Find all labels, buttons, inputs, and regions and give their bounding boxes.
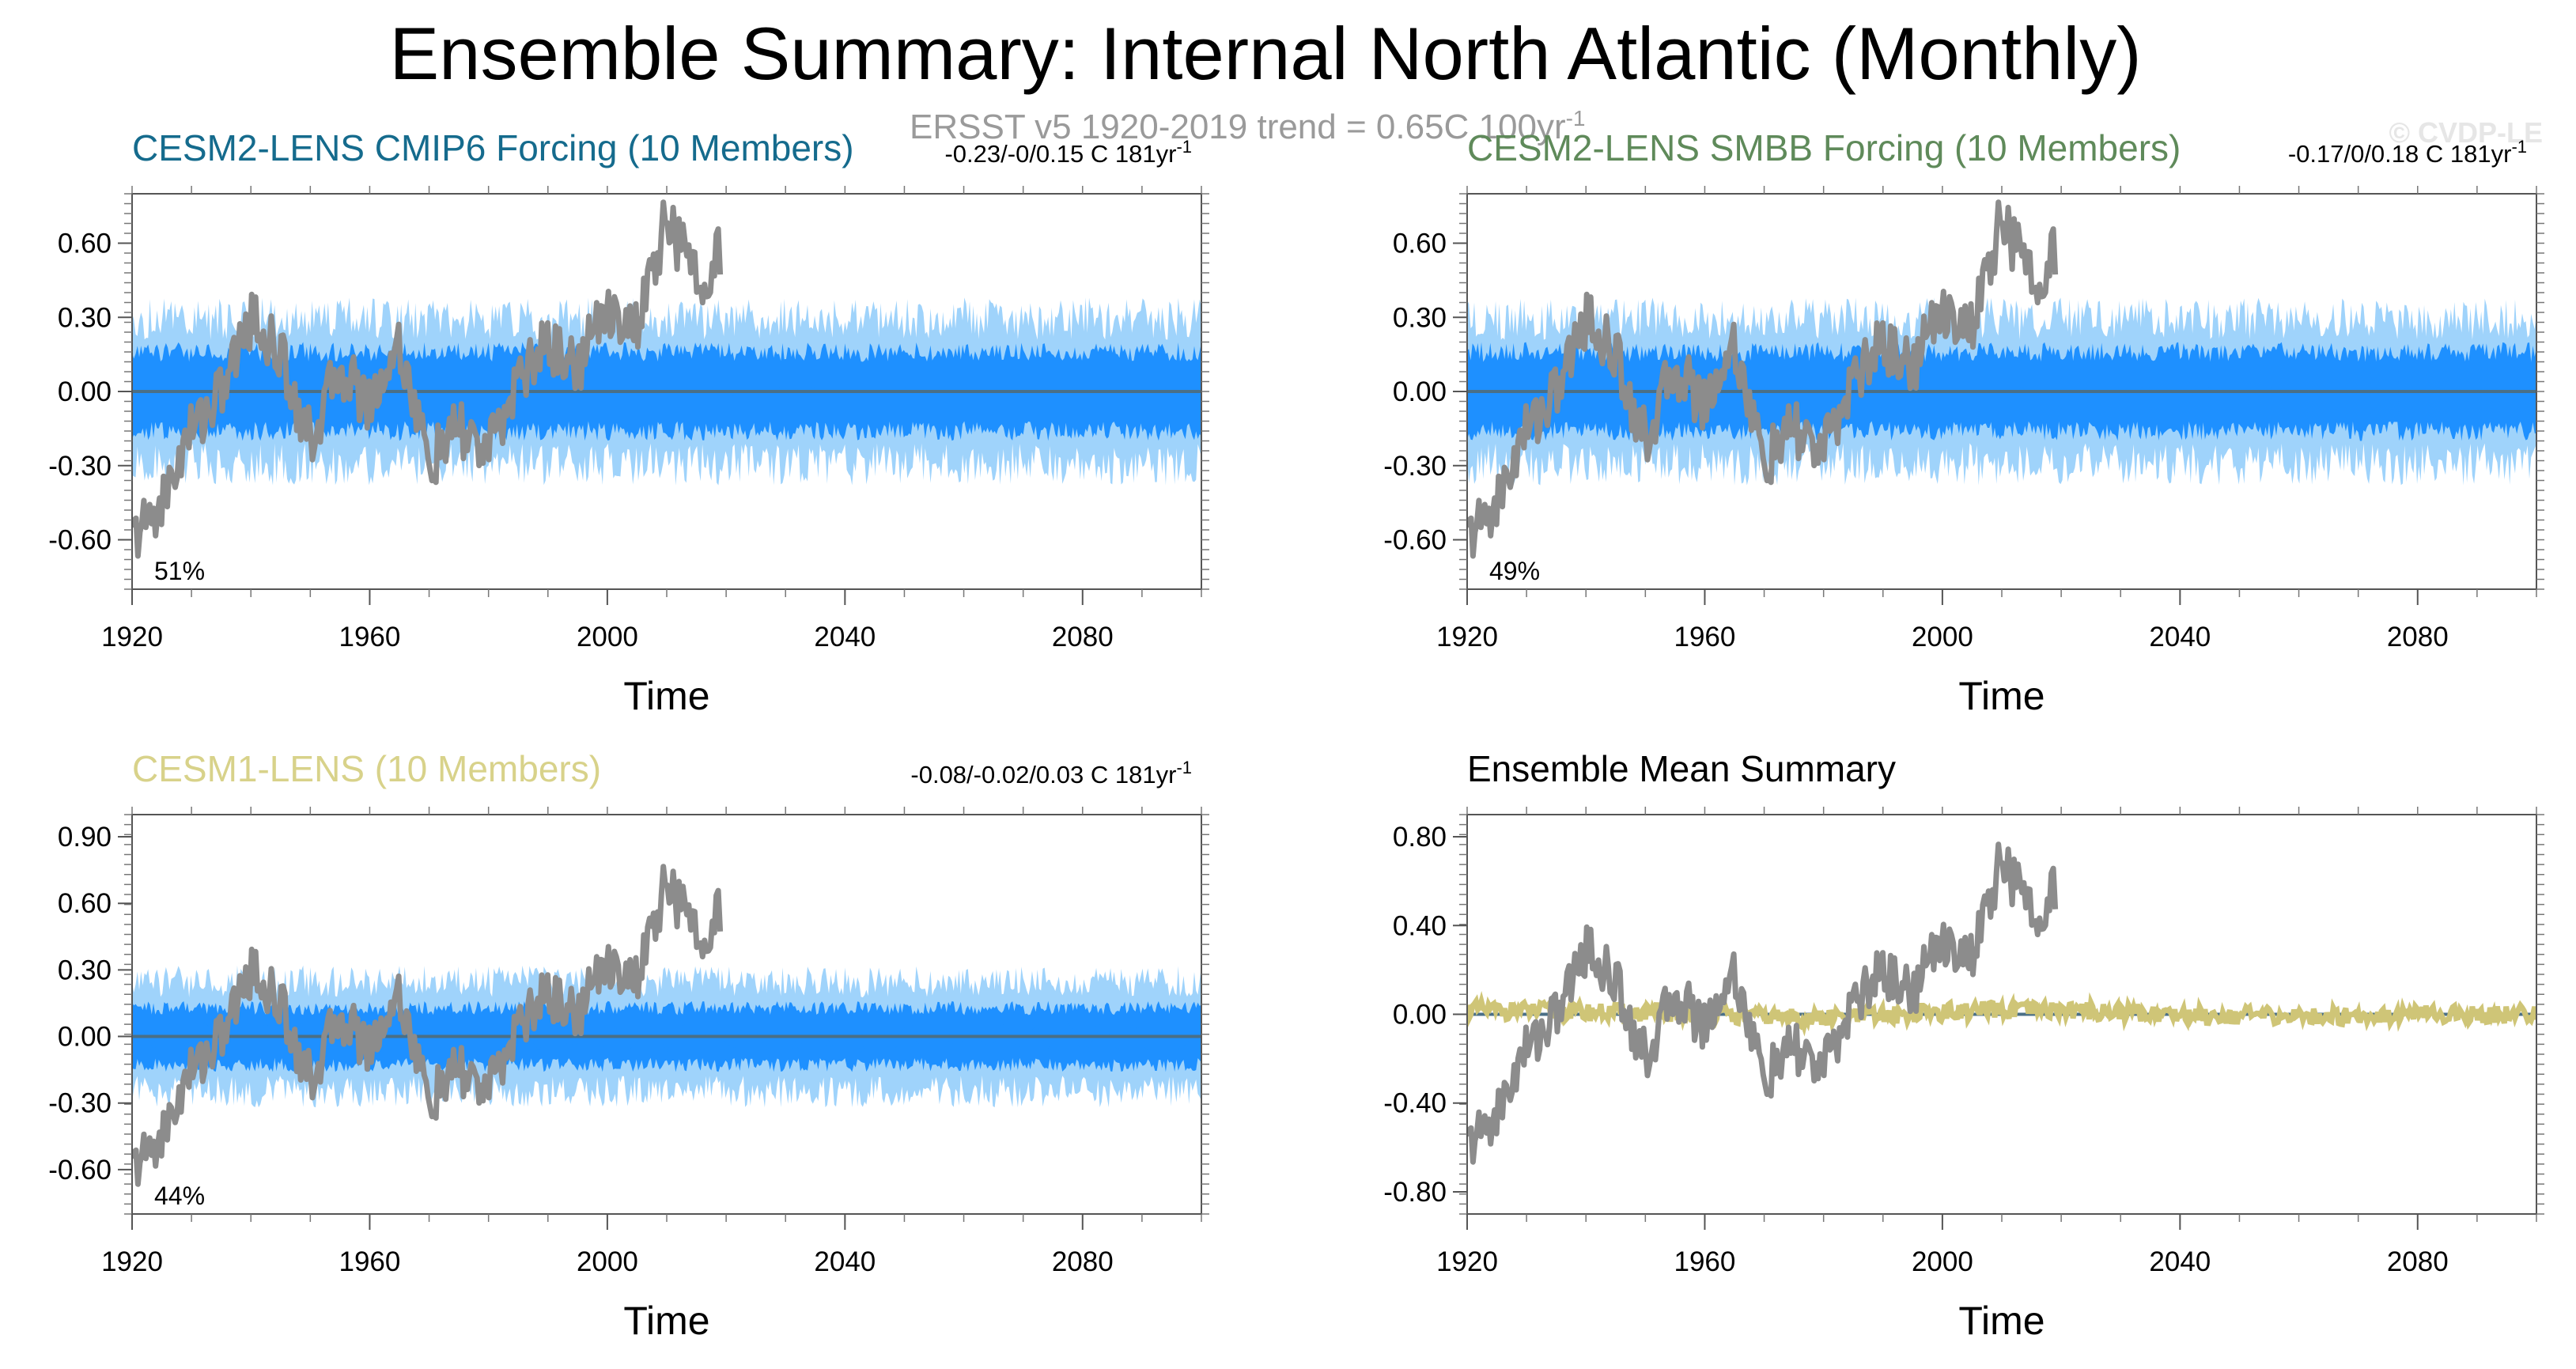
x-tick-label: 2040 <box>2149 1246 2211 1277</box>
x-tick-label: 1960 <box>339 1246 401 1277</box>
x-axis-label: Time <box>1958 1299 2045 1343</box>
x-tick-label: 1920 <box>1436 1246 1498 1277</box>
figure-subtitle-sup: -1 <box>1566 106 1586 130</box>
trend-label: -0.08/-0.02/0.03 C 181yr-1 <box>910 758 1192 788</box>
x-tick-label: 2000 <box>1912 622 1973 652</box>
y-tick-label: 0.00 <box>1393 1000 1447 1031</box>
x-tick-label: 1920 <box>101 622 163 652</box>
x-tick-label: 2000 <box>577 1246 638 1277</box>
panels: CESM2-LENS CMIP6 Forcing (10 Members) -0.… <box>48 127 2544 1343</box>
x-tick-label: 1960 <box>1674 622 1736 652</box>
observed-series-line <box>132 864 724 1187</box>
y-tick-label: 0.60 <box>58 229 112 259</box>
ensemble-mean-summary-line <box>1467 991 2536 1037</box>
x-tick-label: 1960 <box>1674 1246 1736 1277</box>
y-tick-label: 0.60 <box>1393 229 1447 259</box>
x-tick-label: 2040 <box>814 1246 876 1277</box>
x-axis-label: Time <box>623 1299 709 1343</box>
trend-label: -0.17/0/0.18 C 181yr-1 <box>2288 137 2527 168</box>
panel-4: Ensemble Mean Summary 0.80 0.40 0.00 -0.40 -0… <box>1383 748 2544 1343</box>
observed-series-line <box>1467 199 2059 559</box>
x-tick-label: 2080 <box>2387 1246 2449 1277</box>
trend-text: -0.08/-0.02/0.03 C 181yr <box>910 761 1176 788</box>
panel-title: CESM1-LENS (10 Members) <box>132 748 601 789</box>
x-tick-label: 2080 <box>1052 1246 1114 1277</box>
x-tick-label: 2040 <box>2149 622 2211 652</box>
trend-sup: -1 <box>1176 758 1192 777</box>
trend-sup: -1 <box>1176 137 1192 157</box>
x-tick-label: 1960 <box>339 622 401 652</box>
y-tick-label: -0.40 <box>1383 1088 1447 1119</box>
x-tick-label: 2080 <box>1052 622 1114 652</box>
panel-2: CESM2-LENS SMBB Forcing (10 Members) -0.1… <box>1383 127 2544 718</box>
trend-sup: -1 <box>2511 137 2527 157</box>
observed-series-line <box>132 199 724 559</box>
x-tick-label: 2000 <box>577 622 638 652</box>
y-tick-label: -0.80 <box>1383 1177 1447 1208</box>
y-tick-label: 0.00 <box>1393 376 1447 407</box>
trend-label: -0.23/-0/0.15 C 181yr-1 <box>944 137 1192 168</box>
trend-text: -0.23/-0/0.15 C 181yr <box>944 140 1176 168</box>
plot-area <box>132 864 1201 1187</box>
y-tick-label: 0.30 <box>58 302 112 333</box>
x-axis-label: Time <box>623 674 709 718</box>
y-tick-label: 0.40 <box>1393 910 1447 941</box>
watermark: © CVDP-LE <box>2389 116 2543 149</box>
y-tick-label: 0.00 <box>58 1022 112 1053</box>
panel-title: CESM2-LENS CMIP6 Forcing (10 Members) <box>132 127 854 168</box>
trend-text: -0.17/0/0.18 C 181yr <box>2288 140 2512 168</box>
y-tick-label: 0.60 <box>58 888 112 919</box>
y-tick-label: -0.30 <box>48 451 112 482</box>
x-axis-label: Time <box>1958 674 2045 718</box>
y-tick-label: -0.30 <box>1383 451 1447 482</box>
x-tick-label: 2080 <box>2387 622 2449 652</box>
y-tick-label: 0.80 <box>1393 822 1447 853</box>
x-tick-label: 2000 <box>1912 1246 1973 1277</box>
panel-title: CESM2-LENS SMBB Forcing (10 Members) <box>1467 127 2181 168</box>
y-tick-label: 0.30 <box>58 955 112 985</box>
y-tick-label: 0.90 <box>58 822 112 853</box>
figure-subtitle: ERSST v5 1920-2019 trend = 0.65C 100yr-1 <box>910 106 1586 146</box>
y-tick-label: -0.60 <box>1383 525 1447 556</box>
figure-subtitle-text: ERSST v5 1920-2019 trend = 0.65C 100yr <box>910 108 1566 146</box>
plot-area <box>132 199 1201 559</box>
observed-series-line <box>1467 841 2059 1165</box>
panel-3: CESM1-LENS (10 Members) -0.08/-0.02/0.03 … <box>48 748 1209 1343</box>
y-tick-label: -0.60 <box>48 1155 112 1186</box>
percent-label: 51% <box>154 557 205 585</box>
x-tick-label: 1920 <box>1436 622 1498 652</box>
y-tick-label: 0.00 <box>58 376 112 407</box>
percent-label: 49% <box>1489 557 1540 585</box>
y-tick-label: -0.30 <box>48 1088 112 1119</box>
percent-label: 44% <box>154 1182 205 1210</box>
panel-1: CESM2-LENS CMIP6 Forcing (10 Members) -0.… <box>48 127 1209 718</box>
plot-area <box>1467 199 2536 559</box>
y-tick-label: 0.30 <box>1393 302 1447 333</box>
x-tick-label: 2040 <box>814 622 876 652</box>
y-tick-label: -0.60 <box>48 525 112 556</box>
figure-title: Ensemble Summary: Internal North Atlanti… <box>389 12 2141 95</box>
panel-title: Ensemble Mean Summary <box>1467 748 1896 789</box>
x-tick-label: 1920 <box>101 1246 163 1277</box>
plot-area <box>1467 841 2536 1165</box>
